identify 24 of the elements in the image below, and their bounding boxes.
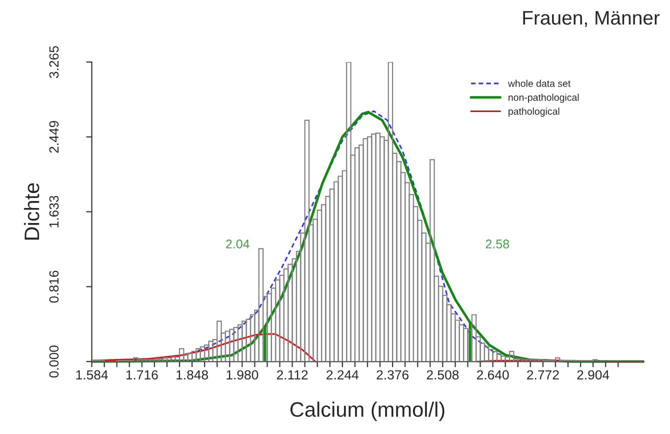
y-tick-label: 1.633	[49, 196, 59, 228]
legend-label: non-pathological	[508, 94, 579, 103]
x-axis-title: Calcium (mmol/l)	[290, 402, 444, 422]
x-tick-label: 2.244	[326, 370, 359, 380]
ref-line-label: 2.04	[226, 240, 250, 248]
x-tick-label: 2.772	[527, 370, 559, 380]
x-tick-label: 1.980	[226, 370, 258, 380]
x-tick-label: 2.112	[276, 370, 308, 380]
x-tick-label: 1.848	[176, 370, 208, 380]
y-tick-label: 3.265	[49, 46, 59, 78]
x-tick-label: 2.508	[426, 370, 459, 380]
x-tick-label: 1.716	[126, 370, 158, 380]
y-tick-label: 0.000	[49, 346, 59, 378]
y-tick-label: 0.816	[49, 270, 59, 303]
y-axis-title: Dichte	[24, 183, 40, 240]
legend-label: whole data set	[508, 80, 571, 87]
x-tick-label: 2.376	[376, 370, 408, 380]
x-tick-label: 1.584	[76, 370, 108, 380]
chart-title: Frauen, Männer	[523, 11, 660, 28]
y-tick-label: 2.449	[49, 121, 59, 153]
x-tick-label: 2.640	[476, 370, 509, 380]
ref-line-label: 2.58	[486, 240, 510, 248]
x-tick-label: 2.904	[577, 370, 610, 380]
legend-label: pathological	[508, 108, 560, 117]
